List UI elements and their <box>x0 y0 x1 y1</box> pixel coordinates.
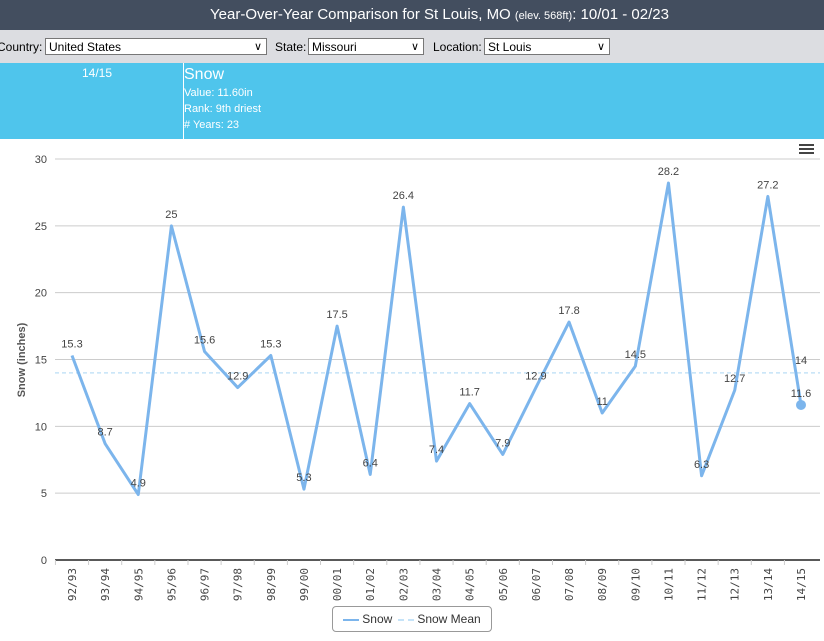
divider <box>183 63 184 139</box>
country-label: Country: <box>0 40 43 54</box>
x-tick-label: 09/10 <box>629 568 642 601</box>
data-label: 14.5 <box>625 349 646 361</box>
chevron-down-icon: ∨ <box>253 41 262 53</box>
x-tick-label: 01/02 <box>364 568 377 601</box>
data-label: 6.3 <box>694 459 709 471</box>
data-label: 4.9 <box>131 478 146 490</box>
page-title: Year-Over-Year Comparison for St Louis, … <box>0 0 824 30</box>
legend: Snow Snow Mean <box>332 606 492 632</box>
date-range: : 10/01 - 02/23 <box>572 6 669 23</box>
x-tick-label: 02/03 <box>397 568 410 601</box>
location-select[interactable]: St Louis ∨ <box>484 38 610 55</box>
data-label: 15.3 <box>260 338 281 350</box>
info-panel: 14/15 Snow Value: 11.60in Rank: 9th drie… <box>0 63 824 139</box>
x-tick-label: 99/00 <box>298 568 311 601</box>
elevation: (elev. 568ft) <box>514 10 573 22</box>
x-tick-label: 14/15 <box>795 568 808 601</box>
selected-year: 14/15 <box>82 66 113 80</box>
x-tick-label: 95/96 <box>165 568 178 601</box>
data-label: 11 <box>596 396 607 408</box>
data-point-highlighted <box>796 399 806 410</box>
data-label: 15.3 <box>61 338 82 350</box>
x-tick-label: 06/07 <box>530 568 543 601</box>
data-label: 12.9 <box>227 371 248 383</box>
y-axis-label: Snow (inches) <box>16 322 28 397</box>
state-select[interactable]: Missouri ∨ <box>308 38 424 55</box>
x-tick-label: 11/12 <box>696 568 709 601</box>
data-label: 6.4 <box>363 457 378 469</box>
data-label: 26.4 <box>393 190 414 202</box>
x-tick-label: 04/05 <box>464 568 477 601</box>
info-rank: Rank: 9th driest <box>184 103 262 115</box>
data-label: 17.8 <box>558 305 579 317</box>
x-tick-label: 08/09 <box>596 568 609 601</box>
x-tick-label: 97/98 <box>232 568 245 601</box>
data-label: 7.9 <box>495 437 510 449</box>
hamburger-menu-icon[interactable] <box>799 144 814 156</box>
state-value: Missouri <box>312 40 357 54</box>
data-label: 17.5 <box>326 309 347 321</box>
x-tick-label: 12/13 <box>729 568 742 601</box>
legend-label: Snow <box>362 612 393 626</box>
data-label: 12.7 <box>724 373 745 385</box>
x-tick-label: 03/04 <box>431 568 444 601</box>
x-tick-label: 07/08 <box>563 568 576 601</box>
x-tick-label: 96/97 <box>199 568 212 601</box>
location-value: St Louis <box>488 40 532 54</box>
x-tick-label: 05/06 <box>497 568 510 601</box>
data-label: 25 <box>165 209 177 221</box>
filter-bar: Country: United States ∨ State: Missouri ∨… <box>0 30 824 63</box>
y-tick-label: 30 <box>35 154 47 166</box>
country-value: United States <box>49 40 122 54</box>
x-tick-label: 94/95 <box>132 568 145 601</box>
x-tick-label: 92/93 <box>66 568 79 601</box>
data-label: 15.6 <box>194 334 215 346</box>
legend-item-snow-mean[interactable]: Snow Mean <box>398 612 481 626</box>
legend-label: Snow Mean <box>417 612 481 626</box>
y-tick-label: 15 <box>35 355 47 367</box>
x-tick-label: 10/11 <box>662 568 675 601</box>
data-label: 28.2 <box>658 166 679 178</box>
y-tick-label: 5 <box>41 488 47 500</box>
x-tick-label: 98/99 <box>265 568 278 601</box>
info-years: # Years: 23 <box>184 119 240 131</box>
data-label: 12.9 <box>525 371 546 383</box>
data-label: 11.7 <box>459 387 480 399</box>
info-title: Snow <box>184 66 225 83</box>
chevron-down-icon: ∨ <box>410 41 419 53</box>
data-label: 7.4 <box>429 444 444 456</box>
location-label: Location: <box>433 40 482 54</box>
y-tick-label: 25 <box>35 221 47 233</box>
data-label: 5.3 <box>296 472 311 484</box>
data-label: 11.6 <box>791 388 812 400</box>
x-tick-label: 13/14 <box>762 568 775 601</box>
x-tick-label: 93/94 <box>99 568 112 601</box>
data-label: 27.2 <box>757 179 778 191</box>
y-tick-label: 0 <box>41 555 47 567</box>
info-value: Value: 11.60in <box>184 87 253 99</box>
y-tick-label: 10 <box>35 421 47 433</box>
y-tick-label: 20 <box>35 288 47 300</box>
title-text: Year-Over-Year Comparison for St Louis, … <box>210 6 511 23</box>
legend-item-snow[interactable]: Snow <box>343 612 392 626</box>
state-label: State: <box>275 40 307 54</box>
data-label: 8.7 <box>97 427 112 439</box>
mean-label: 14 <box>795 355 807 367</box>
chevron-down-icon: ∨ <box>596 41 605 53</box>
snow-line <box>70 181 803 497</box>
x-tick-label: 00/01 <box>331 568 344 601</box>
country-select[interactable]: United States ∨ <box>45 38 267 55</box>
